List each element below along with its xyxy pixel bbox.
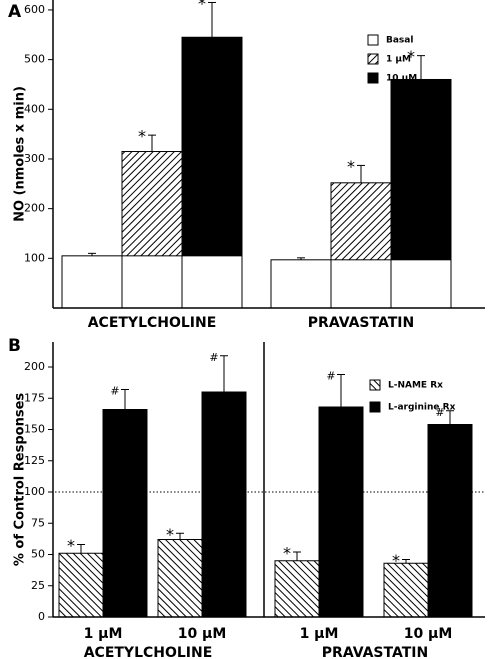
x-tick-label: 1 µM [300,626,339,642]
bar [157,539,203,618]
base-bar [121,255,183,309]
x-tick-label: PRAVASTATIN [308,315,414,331]
y-tick-label: 200 [24,202,45,215]
y-tick-label: 100 [24,485,45,498]
y-tick-label: 500 [24,53,45,66]
group-label: ACETYLCHOLINE [84,645,213,659]
bar [270,259,332,309]
bar [61,255,123,309]
bar [318,406,364,618]
bar [383,562,429,618]
bar [274,560,320,618]
annotation: # [326,370,335,383]
y-axis-label: % of Control Responses [13,393,28,567]
annotation: * [67,536,75,555]
legend-swatch [369,401,381,413]
y-tick-label: 25 [31,579,45,592]
y-tick-label: 400 [24,102,45,115]
bar [102,409,148,618]
legend-label: Basal [386,36,413,46]
bar [427,424,473,618]
y-tick-label: 0 [38,610,45,623]
legend-swatch [367,34,379,46]
panel-label: B [8,336,21,356]
annotation: * [283,544,291,563]
annotation: * [347,157,355,176]
y-tick-label: 175 [24,391,45,404]
legend-swatch [369,379,381,391]
bar [201,391,247,618]
annotation: * [138,127,146,146]
y-tick-label: 300 [24,152,45,165]
annotation: * [407,47,415,66]
legend-label: L-arginine Rx [388,403,456,413]
y-axis-label: NO (nmoles x min) [13,86,28,222]
legend-label: 1 µM [386,55,411,65]
x-tick-label: ACETYLCHOLINE [88,315,217,331]
x-tick-label: 10 µM [404,626,453,642]
base-bar [330,259,392,309]
y-tick-label: 100 [24,251,45,264]
y-tick-label: 75 [31,516,45,529]
annotation: * [198,0,206,13]
y-tick-label: 50 [31,548,45,561]
annotation: * [392,551,400,570]
legend-label: 10 µM [386,74,417,84]
y-tick-label: 125 [24,454,45,467]
annotation: # [110,385,119,398]
panel-label: A [8,2,22,22]
group-label: PRAVASTATIN [322,645,428,659]
y-tick-label: 600 [24,3,45,16]
annotation: * [166,525,174,544]
x-tick-label: 1 µM [84,626,123,642]
annotation: # [435,406,444,419]
y-tick-label: 150 [24,423,45,436]
legend-swatch [367,53,379,65]
base-bar [181,255,243,309]
bar [58,552,104,618]
x-tick-label: 10 µM [178,626,227,642]
legend-swatch [367,72,379,84]
annotation: # [209,351,218,364]
y-tick-label: 200 [24,360,45,373]
legend-label: L-NAME Rx [388,381,443,391]
base-bar [390,259,452,309]
